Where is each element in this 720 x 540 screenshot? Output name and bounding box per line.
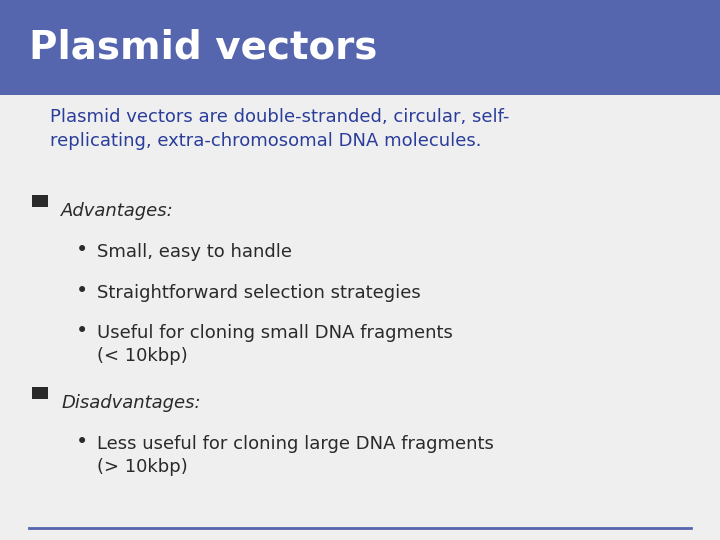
Text: Small, easy to handle: Small, easy to handle [97, 243, 292, 261]
FancyBboxPatch shape [32, 195, 48, 207]
FancyBboxPatch shape [0, 0, 720, 94]
Text: •: • [76, 281, 88, 301]
Text: •: • [76, 240, 88, 260]
Text: Plasmid vectors: Plasmid vectors [29, 28, 377, 66]
Text: Disadvantages:: Disadvantages: [61, 394, 201, 412]
Text: Less useful for cloning large DNA fragments
(> 10kbp): Less useful for cloning large DNA fragme… [97, 435, 494, 476]
FancyBboxPatch shape [32, 387, 48, 399]
Text: Straightforward selection strategies: Straightforward selection strategies [97, 284, 421, 301]
Text: •: • [76, 321, 88, 341]
Text: Useful for cloning small DNA fragments
(< 10kbp): Useful for cloning small DNA fragments (… [97, 324, 453, 365]
Text: Advantages:: Advantages: [61, 202, 174, 220]
Text: Plasmid vectors are double-stranded, circular, self-
replicating, extra-chromoso: Plasmid vectors are double-stranded, cir… [50, 108, 510, 150]
Text: •: • [76, 432, 88, 452]
